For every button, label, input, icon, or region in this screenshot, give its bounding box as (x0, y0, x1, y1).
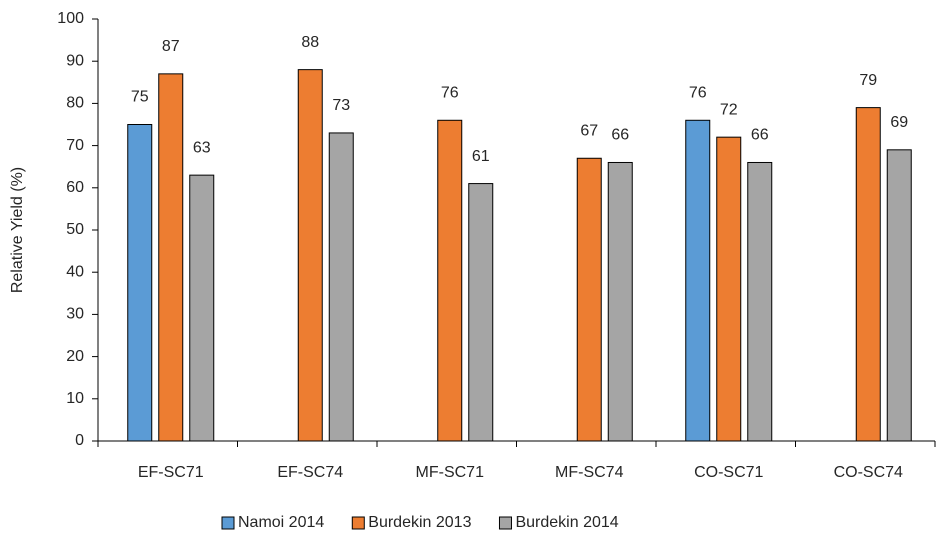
legend-swatch (351, 516, 365, 530)
data-label: 76 (441, 84, 459, 101)
data-label: 87 (162, 38, 180, 55)
y-tick-label: 100 (57, 10, 84, 27)
y-tick-label: 10 (66, 390, 84, 407)
data-label: 76 (689, 84, 707, 101)
y-tick-label: 70 (66, 137, 84, 154)
legend-label: Burdekin 2014 (515, 514, 618, 531)
data-label: 66 (751, 127, 769, 144)
legend-swatch (498, 516, 512, 530)
data-label: 63 (193, 139, 211, 156)
legend-swatch (221, 516, 235, 530)
data-label: 66 (611, 127, 629, 144)
bar (158, 73, 184, 442)
data-label: 79 (859, 72, 877, 89)
data-label: 67 (580, 122, 598, 139)
bar (716, 136, 742, 442)
bar (468, 183, 494, 442)
y-tick-label: 0 (75, 432, 84, 449)
x-tick-label: MF-SC71 (416, 464, 485, 481)
legend-label: Burdekin 2013 (368, 514, 471, 531)
x-tick-label: CO-SC71 (694, 464, 763, 481)
data-label: 73 (332, 97, 350, 114)
bar (855, 107, 881, 442)
data-label: 88 (301, 34, 319, 51)
y-tick-label: 60 (66, 179, 84, 196)
y-tick-label: 90 (66, 52, 84, 69)
legend-label: Namoi 2014 (238, 514, 324, 531)
bar (328, 132, 354, 442)
x-tick-label: CO-SC74 (834, 464, 903, 481)
data-label: 72 (720, 101, 738, 118)
bar (886, 149, 912, 442)
y-tick-label: 50 (66, 221, 84, 238)
bar (576, 157, 602, 442)
x-tick-label: EF-SC71 (138, 464, 204, 481)
y-axis-title: Relative Yield (%) (9, 167, 26, 293)
bar (685, 119, 711, 442)
bar (607, 161, 633, 442)
bar (747, 161, 773, 442)
bar (127, 124, 153, 442)
data-label: 61 (472, 148, 490, 165)
bar (437, 119, 463, 442)
data-label: 69 (890, 114, 908, 131)
x-tick-label: MF-SC74 (555, 464, 624, 481)
bar (189, 174, 215, 442)
bar (297, 69, 323, 442)
y-tick-label: 40 (66, 263, 84, 280)
x-tick-label: EF-SC74 (277, 464, 343, 481)
y-tick-label: 20 (66, 348, 84, 365)
data-label: 75 (131, 89, 149, 106)
y-tick-label: 80 (66, 95, 84, 112)
y-tick-label: 30 (66, 306, 84, 323)
